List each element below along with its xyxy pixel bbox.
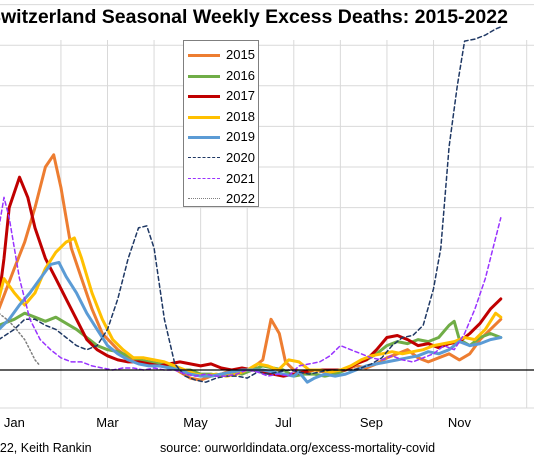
series-line-2021 [0,196,502,377]
series-line-2017 [0,175,503,378]
legend-label: 2020 [226,150,255,165]
series-line-2019 [0,260,503,384]
legend-item-2019: 2019 [184,127,260,147]
chart-title: Switzerland Seasonal Weekly Excess Death… [0,6,508,28]
legend-item-2017: 2017 [184,86,260,106]
legend-swatch [188,198,220,200]
legend-item-2020: 2020 [184,148,260,168]
x-tick-label: Nov [448,415,472,430]
legend-swatch [188,115,220,119]
series-line-2022 [0,313,41,367]
x-tick-labels: Jan Mar May Jul Sep Nov [4,415,472,430]
x-tick-label: Jul [275,415,292,430]
legend-swatch [188,95,220,99]
legend-swatch [188,54,220,57]
legend-label: 2022 [226,191,255,207]
legend-item-2021: 2021 [184,169,260,189]
series-line-2016 [0,311,503,378]
x-tick-label: Mar [96,415,119,430]
legend-swatch [188,177,220,179]
legend-item-2018: 2018 [184,107,260,127]
legend-swatch [188,157,220,158]
source-credit: source: ourworldindata.org/excess-mortal… [160,441,436,455]
legend-label: 2021 [226,170,255,186]
x-tick-label: May [183,415,208,430]
series-lines [0,26,534,384]
legend-label: 2018 [226,108,255,124]
legend-item-2022: 2022 [184,189,260,209]
legend: 2015 2016 2017 2018 2019 2020 2021 2022 [183,40,259,207]
legend-label: 2017 [226,88,255,104]
legend-label: 2015 [226,47,255,62]
author-credit: 2022, Keith Rankin [0,441,92,455]
legend-label: 2019 [226,129,255,145]
legend-item-2016: 2016 [184,66,260,86]
legend-item-2015: 2015 [184,45,260,65]
legend-label: 2016 [226,67,255,83]
legend-swatch [188,74,220,78]
legend-swatch [188,136,220,140]
x-tick-label: Sep [360,415,383,430]
x-tick-label: Jan [4,415,25,430]
